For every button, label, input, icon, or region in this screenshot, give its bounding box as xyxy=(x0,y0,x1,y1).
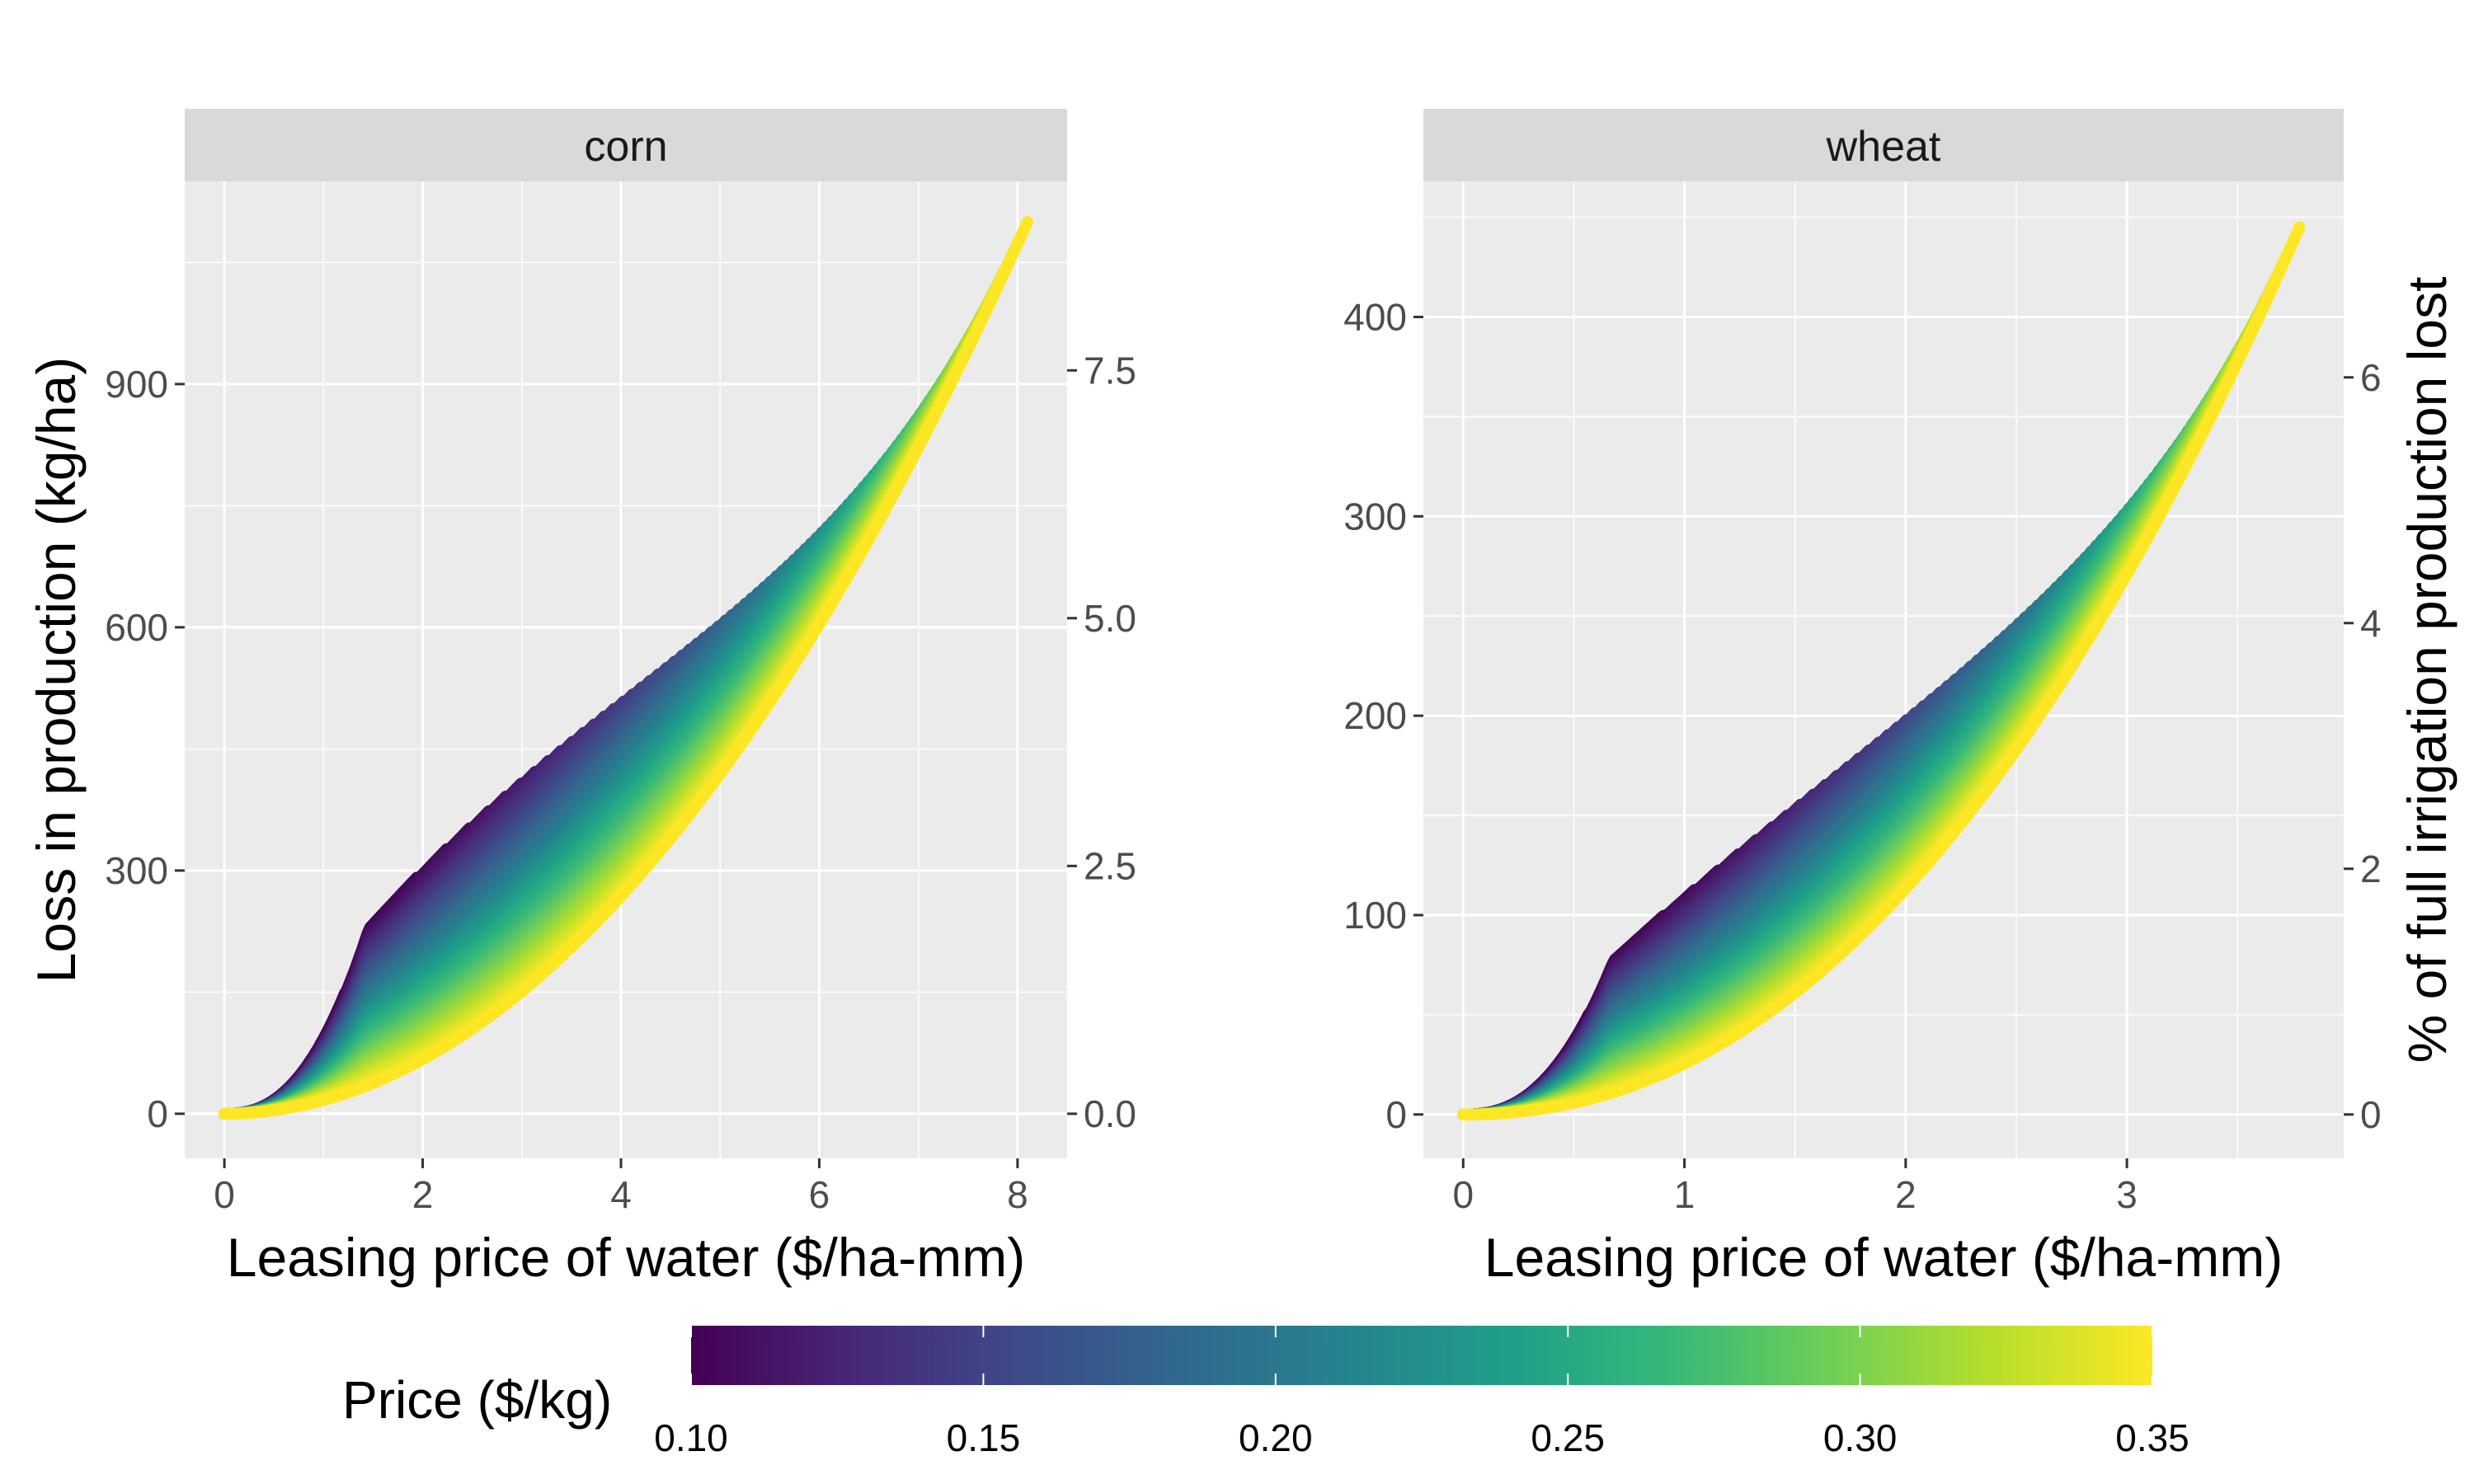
y-tick-label: 200 xyxy=(1343,694,1407,737)
colorbar-tick-label: 0.35 xyxy=(2115,1416,2189,1459)
legend-title: Price ($/kg) xyxy=(342,1370,612,1430)
y2-tick-label: 4 xyxy=(2360,602,2382,645)
colorbar-tick-label: 0.25 xyxy=(1531,1416,1605,1459)
y-tick-label: 300 xyxy=(105,849,168,892)
colorbar-ticks: 0.10 0.15 0.20 0.25 0.30 0.35 xyxy=(654,1326,2189,1459)
y2-tick-label: 6 xyxy=(2360,356,2382,399)
x-tick-label: 2 xyxy=(1895,1173,1917,1216)
plot-area-wheat xyxy=(1423,181,2344,1158)
x-tick-label: 0 xyxy=(1452,1173,1474,1216)
y2-tick-label: 2.5 xyxy=(1084,844,1136,887)
data-marks-corn xyxy=(219,216,1033,1120)
x-tick-label: 6 xyxy=(809,1173,830,1216)
y2-tick-label: 0.0 xyxy=(1084,1092,1136,1135)
y-tick-label: 900 xyxy=(105,363,168,406)
strip-wheat-background xyxy=(1423,109,2344,181)
data-marks-wheat xyxy=(1457,221,2306,1120)
y2-tick-label: 0 xyxy=(2360,1093,2382,1136)
x-axis-title-wheat: Leasing price of water ($/ha-mm) xyxy=(1484,1227,2283,1288)
x-tick-label: 0 xyxy=(214,1173,235,1216)
axes-wheat: 0 1 2 3 0 100 200 300 400 0 2 4 6 xyxy=(1343,295,2381,1216)
y-tick-label: 0 xyxy=(1385,1093,1407,1136)
y-tick-label: 0 xyxy=(147,1092,168,1135)
x-tick-label: 1 xyxy=(1674,1173,1696,1216)
panel-corn: corn 0 2 4 6 8 0 300 600 900 0.0 2.5 5.0 7.5 Leasing… xyxy=(26,109,1136,1288)
y-tick-label: 400 xyxy=(1343,295,1407,338)
colorbar xyxy=(691,1326,2152,1385)
y2-axis-title-wheat: % of full irrigation production lost xyxy=(2396,277,2458,1064)
y-tick-label: 300 xyxy=(1343,495,1407,538)
x-tick-label: 8 xyxy=(1007,1173,1028,1216)
x-axis-title-corn: Leasing price of water ($/ha-mm) xyxy=(227,1227,1025,1288)
axes-corn: 0 2 4 6 8 0 300 600 900 0.0 2.5 5.0 7.5 xyxy=(105,349,1136,1216)
x-tick-label: 2 xyxy=(412,1173,434,1216)
strip-corn-background xyxy=(185,109,1067,181)
y2-tick-label: 7.5 xyxy=(1084,349,1136,392)
y2-tick-label: 2 xyxy=(2360,848,2382,890)
plot-area-corn xyxy=(185,181,1067,1158)
panel-wheat: wheat 0 1 2 3 0 100 200 300 400 0 2 4 6 Leasing pric… xyxy=(1343,109,2458,1288)
y-tick-label: 100 xyxy=(1343,894,1407,937)
y2-tick-label: 5.0 xyxy=(1084,597,1136,640)
strip-label-corn: corn xyxy=(584,123,667,171)
x-tick-label: 3 xyxy=(2116,1173,2138,1216)
y-axis-title: Loss in production (kg/ha) xyxy=(26,357,87,983)
colorbar-tick-label: 0.20 xyxy=(1239,1416,1313,1459)
colorbar-legend: Price ($/kg) 0.10 0.15 0.20 0.25 0.30 0.35 xyxy=(342,1326,2189,1459)
y-tick-label: 600 xyxy=(105,606,168,649)
price-curve-0.350 xyxy=(1457,221,2306,1120)
colorbar-tick-label: 0.30 xyxy=(1823,1416,1898,1459)
strip-label-wheat: wheat xyxy=(1826,123,1941,171)
x-tick-label: 4 xyxy=(610,1173,632,1216)
colorbar-tick-label: 0.15 xyxy=(947,1416,1021,1459)
grid-corn xyxy=(185,181,1067,1158)
colorbar-tick-label: 0.10 xyxy=(654,1416,728,1459)
price-curve-0.350 xyxy=(219,216,1033,1120)
